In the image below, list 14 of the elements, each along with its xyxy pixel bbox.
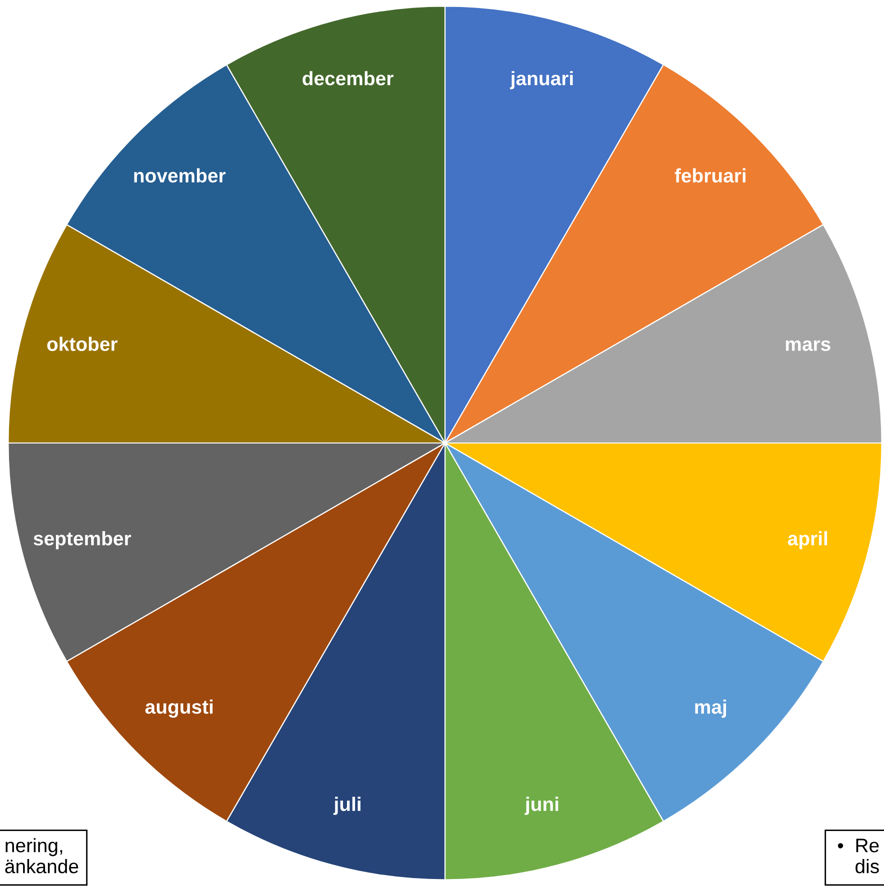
text: nering, änkande — [5, 838, 78, 874]
slice-label: april — [788, 531, 828, 550]
slice-label: februari — [674, 168, 746, 183]
slice-label: november — [134, 168, 226, 183]
slice-label: juli — [333, 796, 360, 815]
slice-label: oktober — [47, 336, 118, 351]
slice-label: augusti — [145, 700, 213, 718]
slice-label: mars — [786, 340, 830, 351]
slice-label: januari — [510, 71, 573, 90]
slice-label: december — [302, 71, 394, 86]
slice-label: juni — [524, 796, 558, 815]
slice-label: maj — [695, 700, 726, 718]
slice-label: september — [34, 531, 132, 550]
text: • Re dis — [838, 838, 879, 874]
